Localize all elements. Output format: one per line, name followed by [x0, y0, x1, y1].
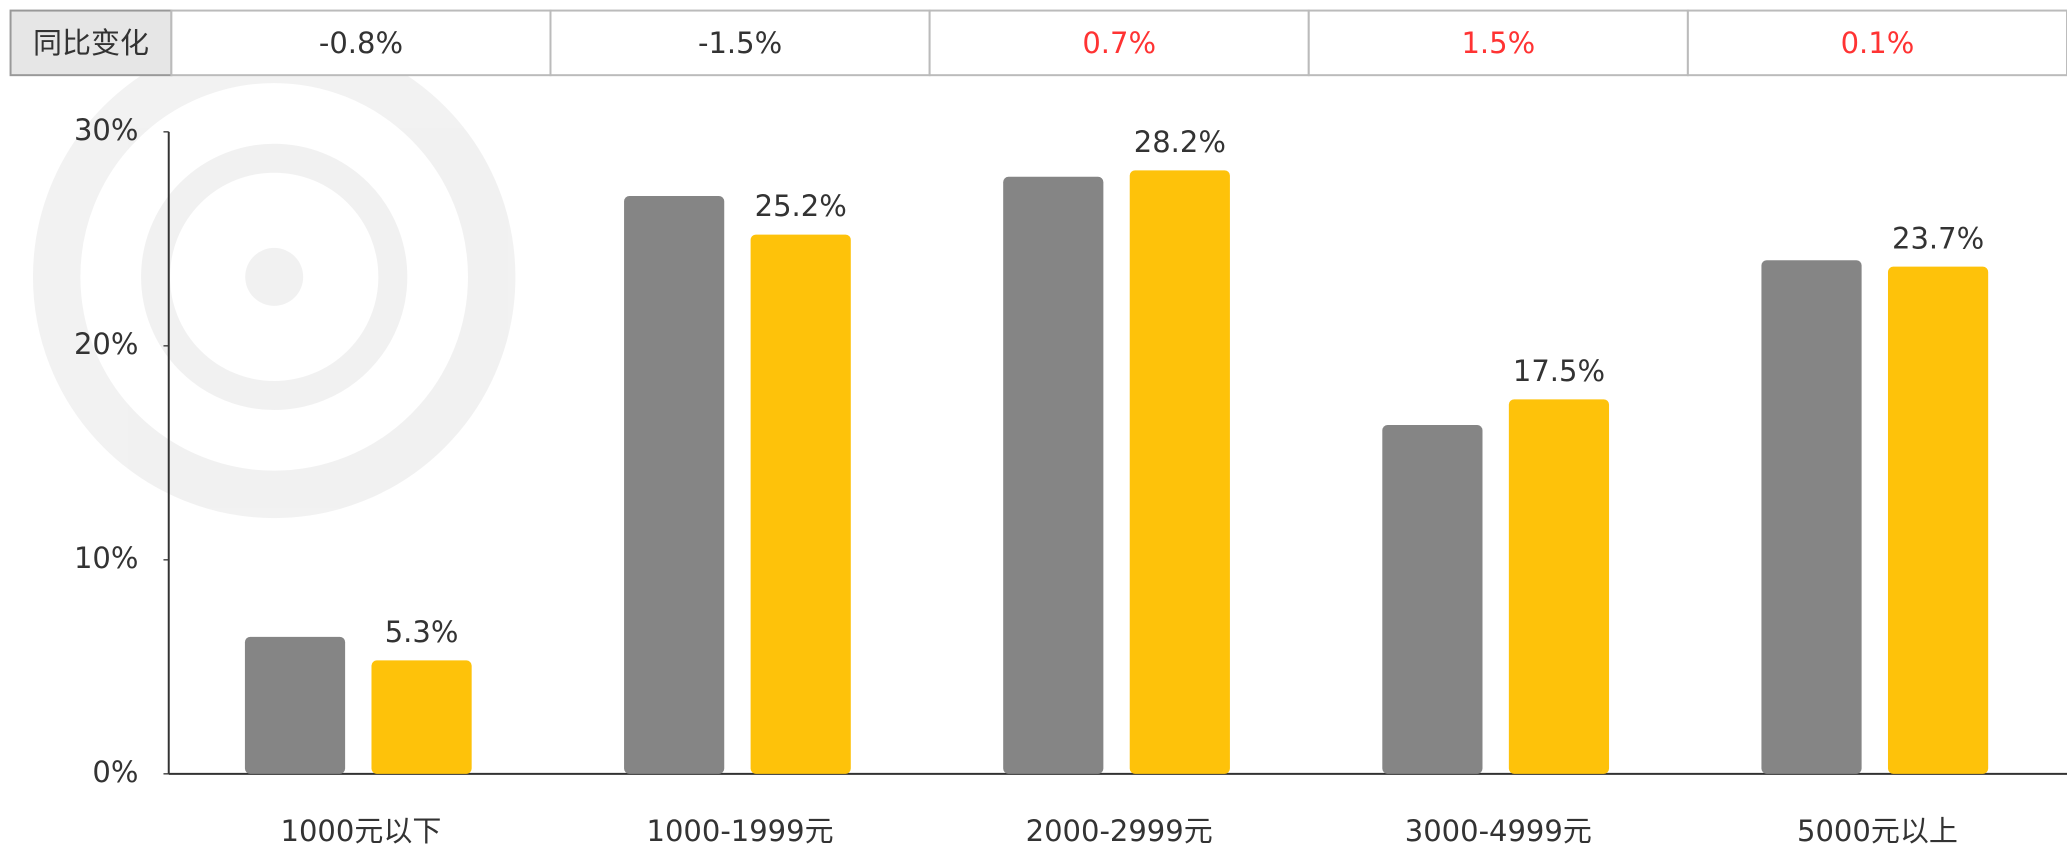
y-tick-label: 20%: [74, 327, 138, 361]
data-label: 17.5%: [1513, 354, 1605, 388]
x-tick-label: 1000-1999元: [647, 814, 834, 848]
y-tick-label: 0%: [92, 755, 138, 789]
bar: [1129, 170, 1230, 774]
table-cell: [928, 9, 1310, 77]
data-label: 5.3%: [385, 615, 459, 649]
change-value: 1.5%: [1461, 26, 1535, 60]
table-cell: [1307, 9, 1689, 77]
bar: [1761, 260, 1862, 774]
bar: [624, 196, 725, 774]
change-value: -0.8%: [319, 26, 403, 60]
bar: [1003, 176, 1104, 774]
table-head-cell: [9, 9, 173, 77]
bar: [244, 636, 346, 774]
table-cell: [549, 9, 931, 77]
change-value: -1.5%: [698, 26, 782, 60]
bar: [1887, 266, 1989, 774]
change-value: 0.7%: [1082, 26, 1156, 60]
bar: [1508, 399, 1610, 774]
x-tick-label: 2000-2999元: [1026, 814, 1213, 848]
x-tick-label: 3000-4999元: [1405, 814, 1592, 848]
bar: [1382, 425, 1483, 774]
change-value: 0.1%: [1841, 26, 1915, 60]
change-row-label: 同比变化: [33, 26, 149, 60]
bar: [750, 234, 851, 774]
bar: [371, 660, 472, 774]
x-tick-label: 5000元以上: [1797, 814, 1958, 848]
table-cell: [1686, 9, 2067, 77]
data-label: 23.7%: [1892, 221, 1984, 255]
y-tick-label: 10%: [74, 541, 138, 575]
y-tick-label: 30%: [74, 113, 138, 147]
data-label: 25.2%: [755, 189, 847, 223]
x-tick-label: 1000元以下: [281, 814, 442, 848]
data-label: 28.2%: [1134, 125, 1226, 159]
